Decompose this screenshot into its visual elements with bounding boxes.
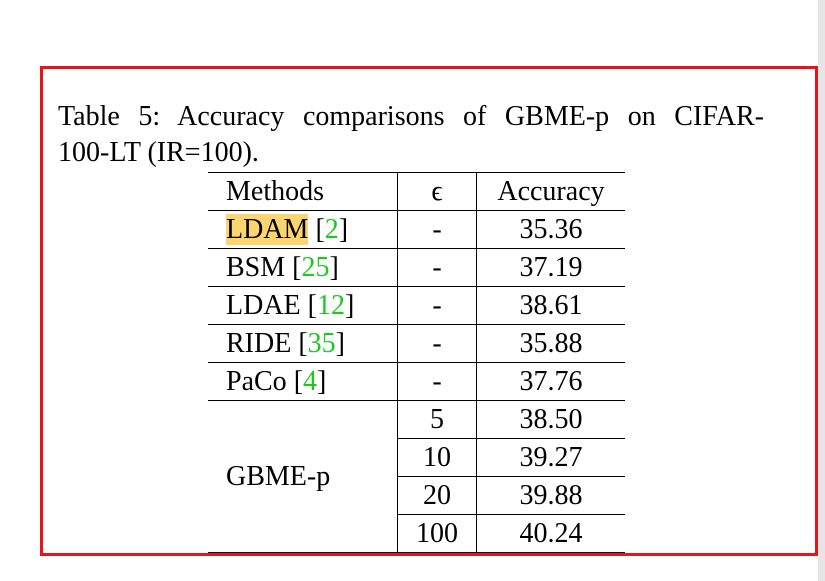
header-epsilon: ϵ [397, 172, 477, 211]
table-row: RIDE [35] - 35.88 [208, 324, 625, 363]
accuracy-cell: 39.88 [476, 476, 625, 515]
citation-link[interactable]: 25 [301, 251, 330, 283]
table-row: BSM [25] - 37.19 [208, 248, 625, 287]
accuracy-cell: 38.61 [476, 286, 625, 325]
results-table: Methods ϵ Accuracy LDAM [2] - 35.36 BSM … [208, 172, 625, 553]
table-row: LDAE [12] - 38.61 [208, 286, 625, 325]
method-cell: PaCo [4] [208, 362, 398, 401]
method-cell: LDAE [12] [208, 286, 398, 325]
group-method-cell: GBME-p [208, 400, 398, 553]
header-methods: Methods [208, 172, 398, 211]
table-row: PaCo [4] - 37.76 [208, 362, 625, 401]
caption-line-1: Table 5: Accuracy comparisons of GBME-p … [58, 101, 764, 132]
epsilon-cell: 5 [397, 400, 477, 439]
epsilon-cell: - [397, 324, 477, 363]
citation-link[interactable]: 2 [324, 213, 339, 245]
highlighted-method-name: LDAM [226, 213, 309, 245]
table-header-row: Methods ϵ Accuracy [208, 172, 625, 211]
method-cell: BSM [25] [208, 248, 398, 287]
citation-link[interactable]: 35 [307, 327, 336, 359]
method-name: PaCo [226, 365, 287, 397]
accuracy-cell: 39.27 [476, 438, 625, 477]
method-name: RIDE [226, 327, 292, 359]
citation-link[interactable]: 4 [303, 365, 318, 397]
caption-line-2: 100-LT (IR=100). [58, 137, 259, 168]
epsilon-cell: 100 [397, 514, 477, 553]
table-row: LDAM [2] - 35.36 [208, 210, 625, 249]
epsilon-cell: - [397, 248, 477, 287]
epsilon-cell: 10 [397, 438, 477, 477]
accuracy-cell: 35.88 [476, 324, 625, 363]
selection-box: Table 5: Accuracy comparisons of GBME-p … [40, 66, 818, 556]
epsilon-cell: - [397, 362, 477, 401]
method-name: LDAE [226, 289, 301, 321]
citation-link[interactable]: 12 [316, 289, 345, 321]
table-caption: Table 5: Accuracy comparisons of GBME-p … [58, 99, 764, 171]
table-row: 20 39.88 [208, 476, 625, 515]
accuracy-cell: 37.19 [476, 248, 625, 287]
epsilon-cell: 20 [397, 476, 477, 515]
epsilon-cell: - [397, 286, 477, 325]
epsilon-cell: - [397, 210, 477, 249]
table-row: 100 40.24 [208, 514, 625, 553]
method-cell: RIDE [35] [208, 324, 398, 363]
method-cell: LDAM [2] [208, 210, 398, 249]
accuracy-cell: 37.76 [476, 362, 625, 401]
page-edge [818, 0, 825, 581]
method-name: BSM [226, 251, 286, 283]
table-row: GBME-p 5 38.50 [208, 400, 625, 553]
accuracy-cell: 38.50 [476, 400, 625, 439]
table-row: 10 39.27 [208, 438, 625, 477]
accuracy-cell: 35.36 [476, 210, 625, 249]
accuracy-cell: 40.24 [476, 514, 625, 553]
header-accuracy: Accuracy [476, 172, 625, 211]
